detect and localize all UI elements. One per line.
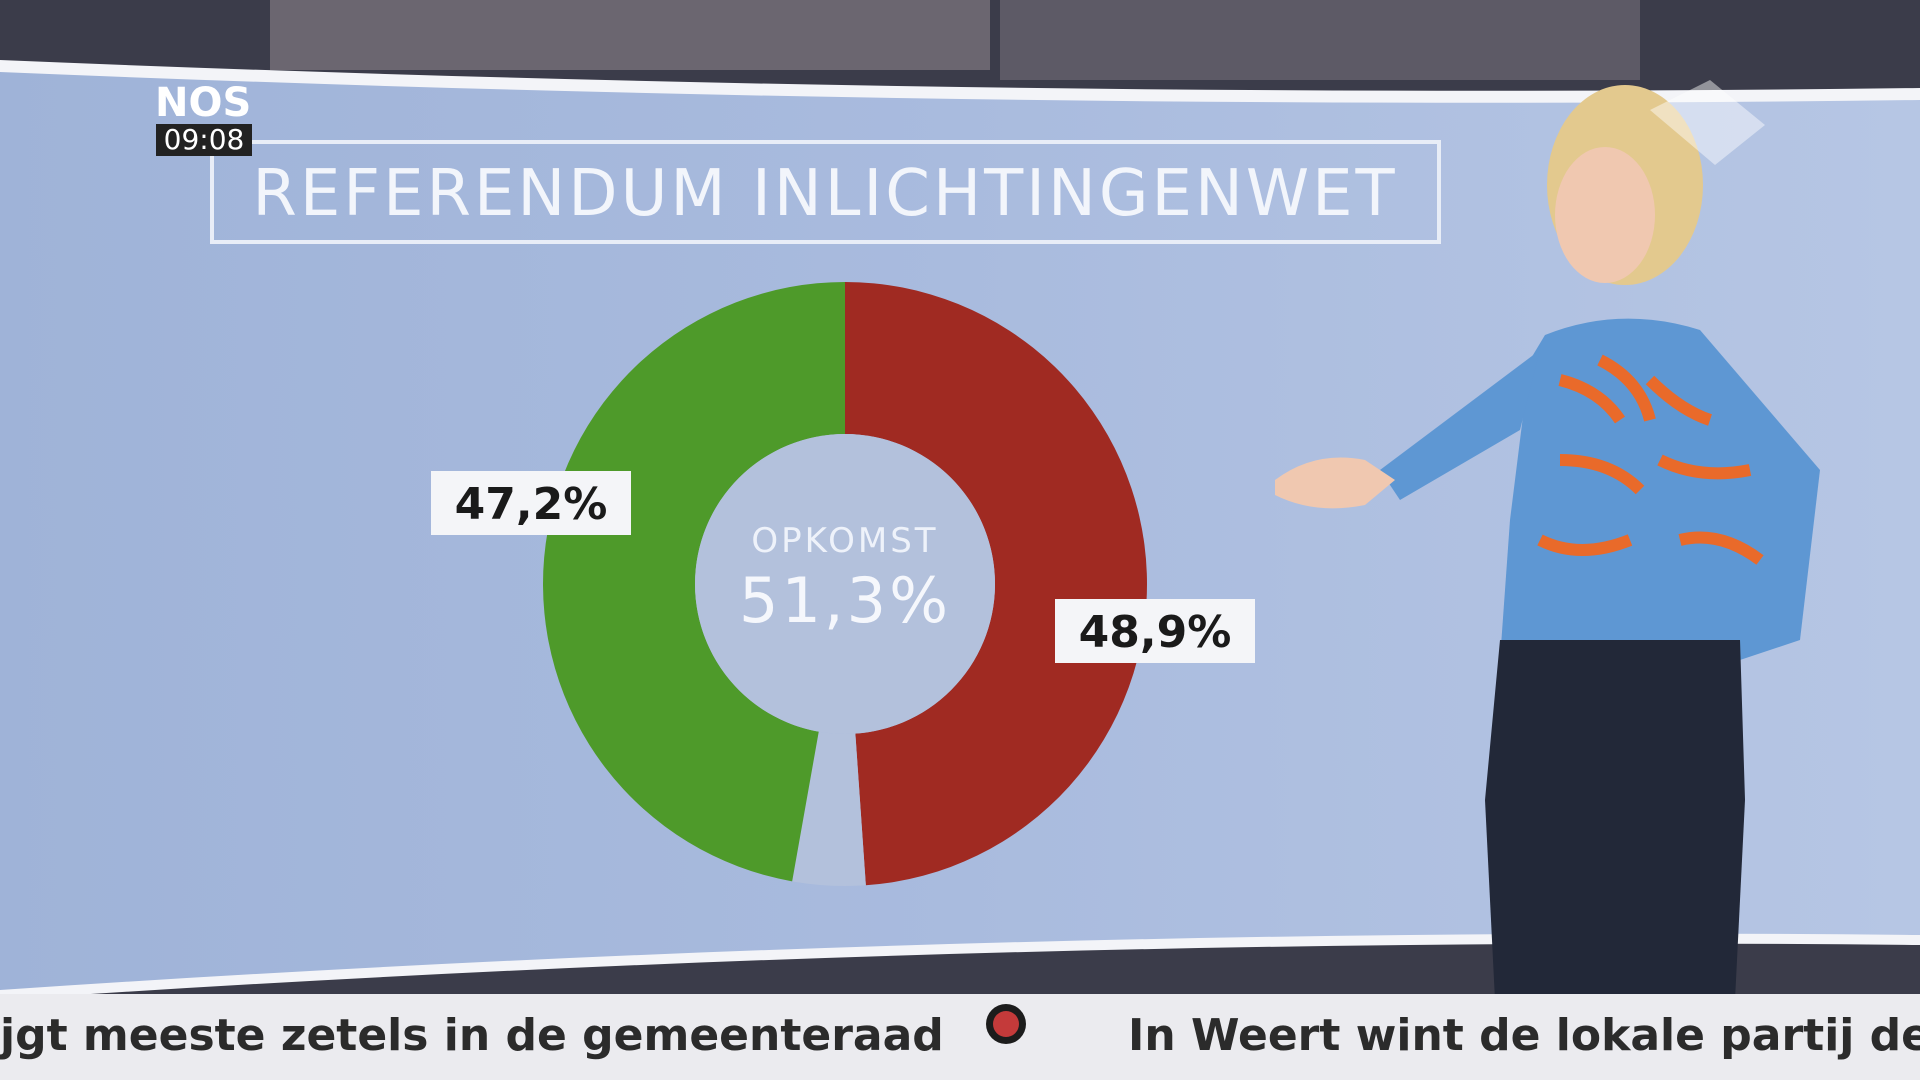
center-value: 51,3% [739, 564, 951, 637]
presenter [1275, 85, 1820, 1000]
ticker-text: In Weert wint de lokale partij de m [1128, 1010, 1920, 1061]
channel-logo: NOS [155, 80, 251, 126]
ticker-bar [0, 994, 1920, 1080]
value-label: 47,2% [455, 479, 608, 530]
donut-chart: 48,9% 47,2% [431, 282, 1255, 886]
donut-segment [542, 282, 845, 882]
ticker-text: jgt meeste zetels in de gemeenteraad [0, 1010, 944, 1061]
value-label-box [1055, 599, 1255, 663]
value-label-box [431, 471, 631, 535]
npo-logo [1650, 80, 1765, 165]
donut-segment [845, 282, 1148, 886]
studio-ceiling [1000, 0, 1640, 80]
donut-hole [695, 434, 995, 734]
title-box [210, 140, 1441, 244]
ticker-separator [993, 1011, 1019, 1037]
donut-segment [792, 731, 866, 886]
center-title: OPKOMST [751, 521, 938, 561]
chart-title: REFERENDUM INLICHTINGENWET [252, 157, 1397, 231]
clock: 09:08 [164, 123, 245, 156]
value-label: 48,9% [1079, 607, 1232, 658]
studio-ceiling [270, 0, 990, 70]
time-box [156, 124, 252, 156]
